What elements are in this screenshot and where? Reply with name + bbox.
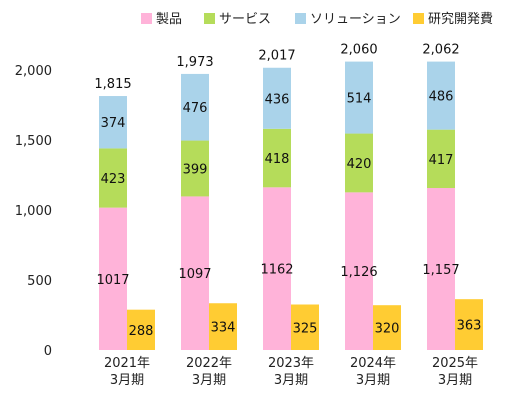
x-tick-label: 3月期 (192, 373, 226, 388)
bar-segment (345, 192, 373, 350)
bar-segment (99, 96, 127, 149)
x-tick-label: 2022年 (186, 356, 232, 371)
bar-segment (99, 207, 127, 350)
data-label: 1017 (96, 273, 129, 288)
y-tick-label: 1,000 (15, 204, 52, 219)
bar-segment (427, 188, 455, 350)
data-label: 1,157 (422, 263, 459, 278)
total-label: 1,973 (176, 55, 213, 70)
data-label: 420 (347, 157, 372, 172)
x-tick-label: 2024年 (350, 356, 396, 371)
y-tick-label: 500 (27, 274, 52, 289)
bar-side (455, 299, 483, 350)
x-tick-label: 3月期 (274, 373, 308, 388)
total-label: 2,017 (258, 49, 295, 64)
legend-swatch (141, 13, 152, 24)
data-label: 417 (429, 153, 454, 168)
bar-side (209, 303, 237, 350)
bar-segment (263, 67, 291, 129)
bar-segment (427, 129, 455, 189)
data-label: 363 (457, 319, 482, 334)
data-label: 1,126 (340, 265, 377, 280)
data-label: 374 (101, 116, 126, 131)
data-label: 334 (211, 321, 236, 336)
data-label: 486 (429, 90, 454, 105)
data-label: 514 (347, 92, 372, 107)
legend-swatch (295, 13, 306, 24)
data-label: 418 (265, 152, 290, 167)
bar-side (373, 305, 401, 350)
bar-side (127, 309, 155, 350)
x-tick-label: 3月期 (110, 373, 144, 388)
data-label: 1162 (260, 263, 293, 278)
x-tick-label: 3月期 (438, 373, 472, 388)
x-tick-label: 2023年 (268, 356, 314, 371)
bar-segment (263, 187, 291, 350)
data-label: 288 (129, 324, 154, 339)
legend-label: 研究開発費 (428, 12, 493, 27)
data-label: 399 (183, 162, 208, 177)
x-tick-label: 3月期 (356, 373, 390, 388)
data-label: 1097 (178, 267, 211, 282)
legend-swatch (204, 13, 215, 24)
legend-swatch (413, 13, 424, 24)
bar-segment (99, 148, 127, 208)
data-label: 423 (101, 172, 126, 187)
bar-side (291, 304, 319, 350)
y-tick-label: 2,000 (15, 64, 52, 79)
y-tick-label: 1,500 (15, 134, 52, 149)
legend-label: サービス (219, 12, 271, 27)
bar-segment (345, 133, 373, 193)
data-label: 476 (183, 101, 208, 116)
x-tick-label: 2021年 (104, 356, 150, 371)
data-label: 320 (375, 322, 400, 337)
bar-segment (181, 140, 209, 197)
bar-segment (345, 61, 373, 134)
legend-label: ソリューション (310, 12, 401, 27)
bar-segment (263, 128, 291, 188)
total-label: 2,060 (340, 43, 377, 58)
bar-segment (181, 73, 209, 141)
bar-segment (181, 196, 209, 350)
bar-segment (427, 61, 455, 130)
total-label: 2,062 (422, 42, 459, 57)
x-tick-label: 2025年 (432, 356, 478, 371)
data-label: 325 (293, 321, 318, 336)
total-label: 1,815 (94, 77, 131, 92)
y-tick-label: 0 (44, 344, 52, 359)
data-label: 436 (265, 92, 290, 107)
legend-label: 製品 (156, 12, 182, 27)
